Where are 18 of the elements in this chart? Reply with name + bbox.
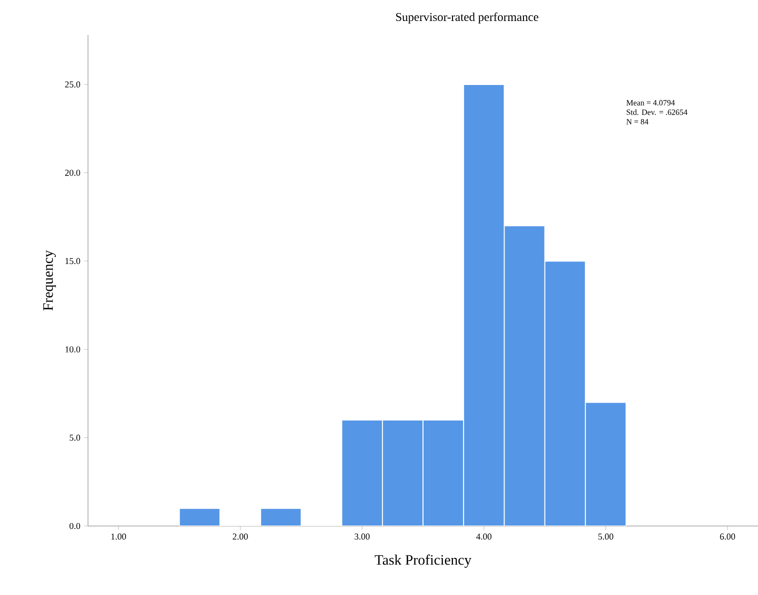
y-axis-title: Frequency [43,250,56,310]
annotation: Mean = 4.0794 [626,100,675,106]
y-tick-label: 20.0 [65,170,80,176]
y-tick-label: 25.0 [65,81,80,88]
x-tick-label: 6.00 [720,534,736,540]
y-tick-label: 5.0 [70,434,80,441]
y-tick-label: 15.0 [66,258,80,264]
x-tick-label: 4.00 [476,534,492,540]
x-tick-label: 2.00 [232,534,248,540]
x-tick-label: 5.00 [598,534,614,540]
x-tick-label: 3.00 [354,534,370,540]
y-tick-label: 0.0 [70,522,80,530]
x-tick-label: 1.00 [111,534,126,540]
chart-title: Supervisor-rated performance [396,12,538,24]
annotation: N = 84 [626,119,648,124]
annotation: Std. Dev. = .62654 [626,109,688,115]
y-tick-label: 10.0 [66,346,80,352]
x-axis-title: Task Proficiency [374,554,472,568]
